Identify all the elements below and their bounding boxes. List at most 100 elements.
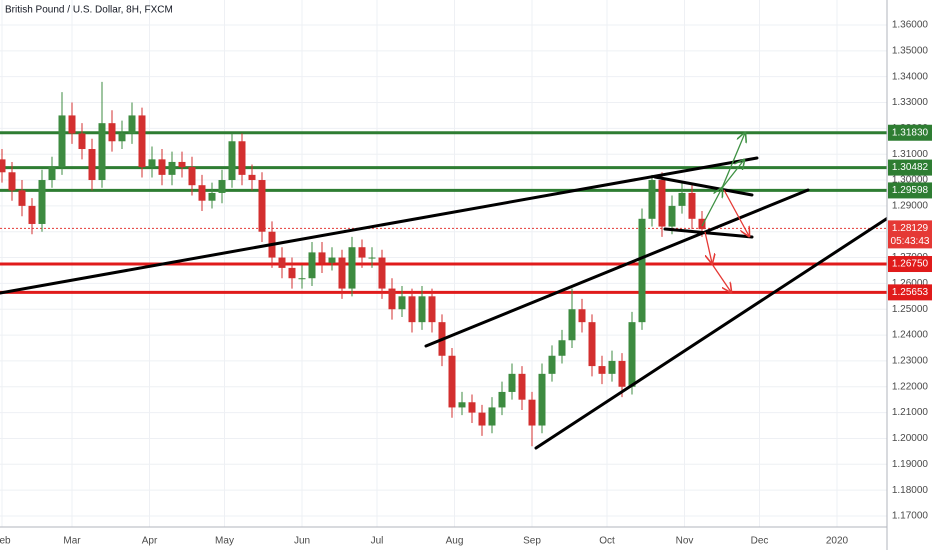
- candle-body: [98, 123, 106, 181]
- countdown-label: 05:43:43: [891, 236, 930, 247]
- price-axis: [887, 0, 932, 550]
- candle-body: [458, 402, 466, 408]
- arrow: [701, 188, 722, 227]
- candle-body: [238, 141, 246, 175]
- y-tick-label: 1.20000: [892, 433, 929, 444]
- y-tick-label: 1.19000: [892, 459, 929, 470]
- level-label: 1.25653: [892, 287, 929, 298]
- candle-body: [208, 192, 216, 201]
- candle-body: [338, 257, 346, 289]
- level-badge: [888, 124, 932, 141]
- arrows: [701, 133, 749, 292]
- candle-body: [198, 185, 206, 201]
- candle-body: [48, 167, 56, 181]
- candle-body: [548, 355, 556, 374]
- candle-body: [418, 296, 426, 323]
- candle-body: [188, 167, 196, 186]
- drawings: [0, 156, 899, 450]
- y-tick-label: 1.35000: [892, 45, 929, 56]
- candle-body: [248, 174, 256, 181]
- candle-body: [628, 322, 636, 387]
- x-tick-label: Feb: [0, 536, 11, 547]
- x-tick-label: Aug: [446, 536, 464, 547]
- y-tick-label: 1.22000: [892, 381, 929, 392]
- candle-body: [8, 172, 16, 191]
- y-tick-label: 1.25000: [892, 304, 929, 315]
- candle-body: [228, 141, 236, 181]
- x-tick-label: Oct: [599, 536, 615, 547]
- level-badge: [888, 159, 932, 176]
- trend-line: [0, 156, 759, 295]
- trend-line: [424, 188, 810, 348]
- candle-body: [568, 309, 576, 341]
- candle-body: [68, 115, 76, 134]
- y-tick-label: 1.21000: [892, 407, 929, 418]
- trend-line: [534, 210, 899, 450]
- candle-body: [368, 257, 376, 259]
- candle-body: [318, 252, 326, 263]
- trend-line: [653, 175, 754, 197]
- candle-body: [508, 373, 516, 392]
- candle-body: [388, 288, 396, 310]
- trend-line: [663, 227, 754, 239]
- candle-body: [618, 360, 626, 387]
- candle-body: [408, 296, 416, 323]
- x-tick-label: Nov: [676, 536, 694, 547]
- x-tick-label: Dec: [751, 536, 769, 547]
- candle-body: [498, 391, 506, 408]
- candle-body: [688, 192, 696, 219]
- level-badge: [888, 284, 932, 301]
- candle-body: [0, 159, 6, 173]
- candle-body: [258, 180, 266, 232]
- y-tick-label: 1.17000: [892, 511, 929, 522]
- candles: [0, 81, 706, 447]
- x-tick-label: Jul: [371, 536, 384, 547]
- y-tick-label: 1.23000: [892, 356, 929, 367]
- candle-body: [348, 247, 356, 289]
- candle-body: [218, 180, 226, 193]
- candle-body: [308, 252, 316, 279]
- candle-body: [478, 412, 486, 426]
- candle-body: [528, 399, 536, 426]
- candle-body: [38, 180, 46, 224]
- candle-body: [168, 161, 176, 175]
- y-tick-label: 1.33000: [892, 97, 929, 108]
- level-label: 1.30482: [892, 162, 929, 173]
- candle-body: [648, 180, 656, 219]
- level-badge: [888, 256, 932, 273]
- candle-body: [678, 192, 686, 206]
- candle-body: [518, 373, 526, 400]
- candle-body: [358, 247, 366, 258]
- candle-body: [698, 218, 706, 230]
- candle-body: [158, 159, 166, 175]
- y-tick-label: 1.30000: [892, 175, 929, 186]
- candle-body: [378, 257, 386, 289]
- current-price-badge: [888, 220, 932, 249]
- candle-body: [78, 133, 86, 150]
- level-label: 1.31830: [892, 127, 929, 138]
- candle-body: [118, 133, 126, 142]
- y-tick-label: 1.26000: [892, 278, 929, 289]
- axes: 1.17000 1.18000 1.19000 1.20000 1.21000 1.220…: [0, 20, 932, 547]
- candle-body: [598, 366, 606, 374]
- level-label: 1.29598: [892, 185, 929, 196]
- y-tick-label: 1.24000: [892, 330, 929, 341]
- candle-body: [18, 190, 26, 206]
- candle-body: [558, 340, 566, 356]
- y-tick-label: 1.31000: [892, 149, 929, 160]
- x-tick-label: Apr: [142, 536, 158, 547]
- x-tick-label: Sep: [523, 536, 541, 547]
- candle-body: [428, 296, 436, 323]
- x-tick-label: Jun: [294, 536, 310, 547]
- y-tick-label: 1.29000: [892, 201, 929, 212]
- y-tick-label: 1.36000: [892, 20, 929, 31]
- current-price-label: 1.28129: [892, 223, 929, 234]
- candle-body: [148, 159, 156, 168]
- arrow: [721, 133, 745, 189]
- arrow: [723, 189, 749, 236]
- candle-body: [608, 360, 616, 374]
- candle-body: [88, 149, 96, 181]
